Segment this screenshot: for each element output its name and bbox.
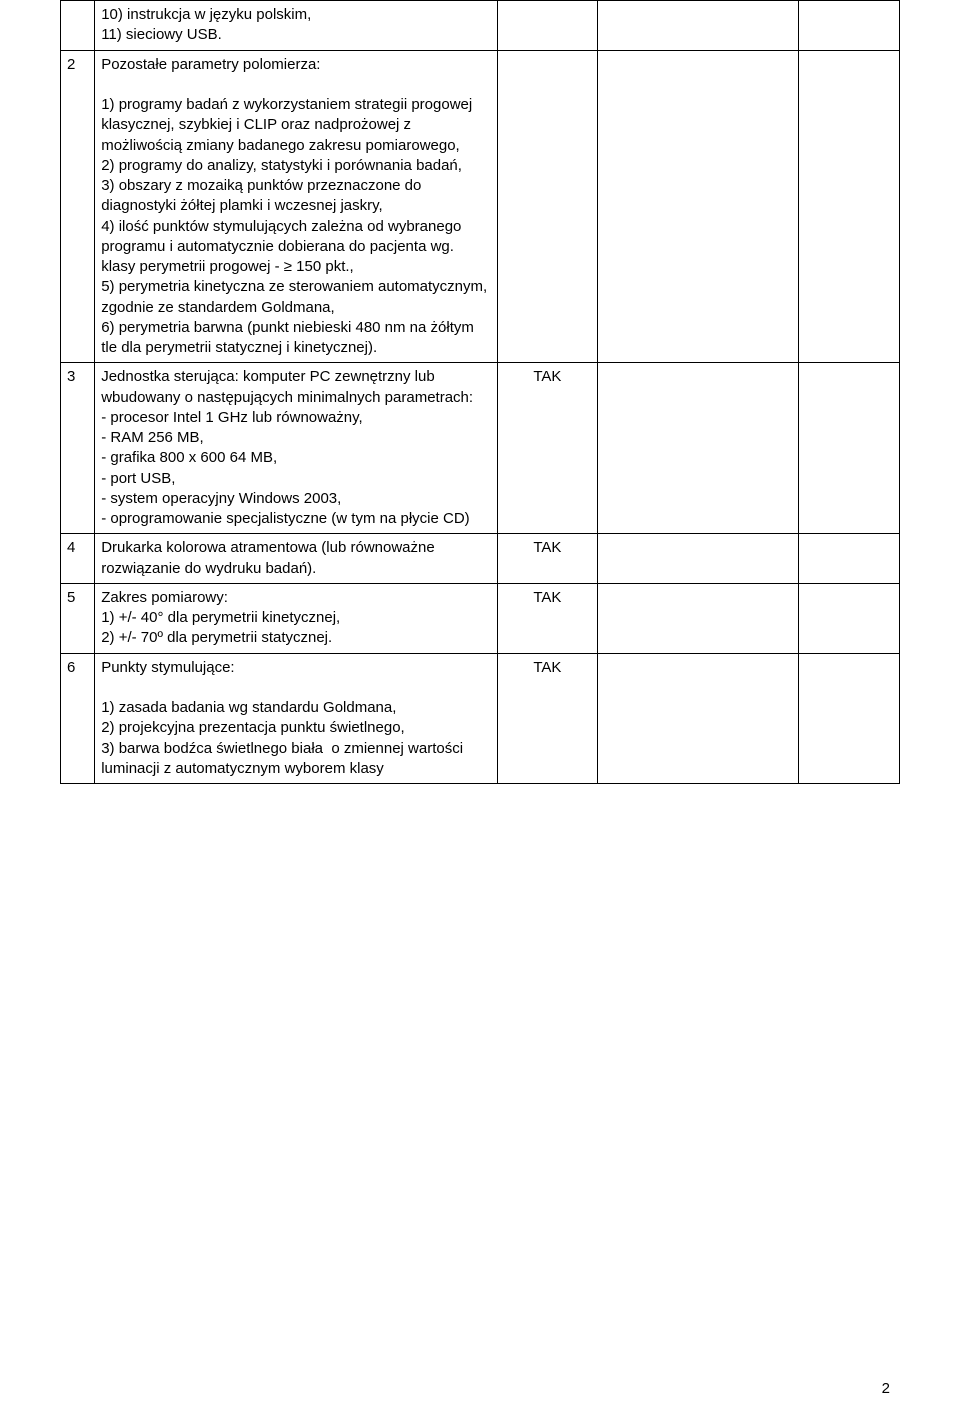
- row-number: 6: [61, 653, 95, 784]
- row-description: Zakres pomiarowy: 1) +/- 40° dla perymet…: [95, 583, 497, 653]
- spec-table: 10) instrukcja w języku polskim, 11) sie…: [60, 0, 900, 784]
- table-row: 5Zakres pomiarowy: 1) +/- 40° dla peryme…: [61, 583, 900, 653]
- row-tak: TAK: [497, 363, 598, 534]
- row-col4: [598, 363, 799, 534]
- row-description: 10) instrukcja w języku polskim, 11) sie…: [95, 1, 497, 51]
- row-col4: [598, 583, 799, 653]
- row-number: 3: [61, 363, 95, 534]
- page-number: 2: [882, 1379, 890, 1399]
- row-col4: [598, 50, 799, 363]
- row-col5: [799, 1, 900, 51]
- row-number: 4: [61, 534, 95, 584]
- row-description: Punkty stymulujące: 1) zasada badania wg…: [95, 653, 497, 784]
- row-tak: [497, 50, 598, 363]
- row-col4: [598, 1, 799, 51]
- row-tak: TAK: [497, 583, 598, 653]
- row-number: [61, 1, 95, 51]
- table-row: 2Pozostałe parametry polomierza: 1) prog…: [61, 50, 900, 363]
- row-number: 2: [61, 50, 95, 363]
- table-row: 6Punkty stymulujące: 1) zasada badania w…: [61, 653, 900, 784]
- row-col5: [799, 534, 900, 584]
- row-tak: [497, 1, 598, 51]
- table-row: 3Jednostka sterująca: komputer PC zewnęt…: [61, 363, 900, 534]
- row-tak: TAK: [497, 534, 598, 584]
- row-col5: [799, 583, 900, 653]
- row-description: Drukarka kolorowa atramentowa (lub równo…: [95, 534, 497, 584]
- row-col4: [598, 534, 799, 584]
- table-row: 10) instrukcja w języku polskim, 11) sie…: [61, 1, 900, 51]
- row-number: 5: [61, 583, 95, 653]
- row-description: Jednostka sterująca: komputer PC zewnętr…: [95, 363, 497, 534]
- row-description: Pozostałe parametry polomierza: 1) progr…: [95, 50, 497, 363]
- row-tak: TAK: [497, 653, 598, 784]
- row-col4: [598, 653, 799, 784]
- table-row: 4Drukarka kolorowa atramentowa (lub równ…: [61, 534, 900, 584]
- row-col5: [799, 50, 900, 363]
- row-col5: [799, 363, 900, 534]
- row-col5: [799, 653, 900, 784]
